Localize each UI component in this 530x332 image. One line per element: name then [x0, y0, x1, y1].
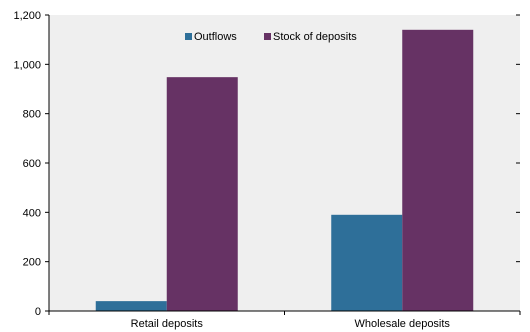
legend: Outflows Stock of deposits	[185, 31, 357, 43]
legend-label-outflows: Outflows	[194, 31, 237, 43]
x-tick-label: Wholesale deposits	[355, 318, 451, 330]
legend-label-stock-of-deposits: Stock of deposits	[273, 31, 357, 43]
bar-stock-of-deposits-wholesale-deposits	[402, 29, 474, 312]
legend-swatch-stock-of-deposits	[264, 33, 271, 40]
y-tick-label: 0	[35, 306, 41, 318]
y-tick-label: 800	[23, 109, 41, 121]
bars-layer	[95, 29, 474, 312]
bar-outflows-wholesale-deposits	[331, 214, 403, 311]
x-tick-layer: Retail deposits Wholesale deposits	[131, 318, 451, 330]
y-tick-layer: 0 200 400 600 800 1,000 1,200	[13, 10, 520, 318]
y-tick-label: 1,000	[13, 59, 41, 71]
bar-stock-of-deposits-retail-deposits	[166, 77, 238, 311]
legend-swatch-outflows	[185, 33, 192, 40]
y-tick-label: 400	[23, 207, 41, 219]
y-tick-label: 200	[23, 257, 41, 269]
y-tick-label: 600	[23, 158, 41, 170]
x-tick-label: Retail deposits	[131, 318, 204, 330]
y-tick-label: 1,200	[13, 10, 41, 22]
bar-outflows-retail-deposits	[95, 301, 167, 311]
